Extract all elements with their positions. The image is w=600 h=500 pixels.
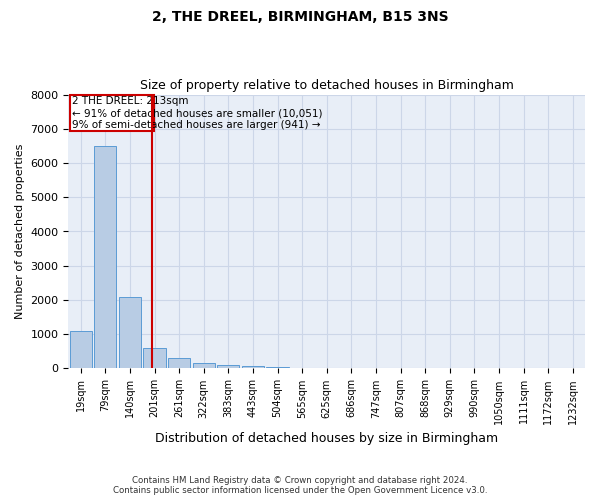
- Bar: [143, 348, 166, 368]
- Text: 9% of semi-detached houses are larger (941) →: 9% of semi-detached houses are larger (9…: [72, 120, 320, 130]
- Title: Size of property relative to detached houses in Birmingham: Size of property relative to detached ho…: [140, 79, 514, 92]
- X-axis label: Distribution of detached houses by size in Birmingham: Distribution of detached houses by size …: [155, 432, 498, 445]
- Bar: [266, 366, 289, 368]
- Text: 2 THE DREEL: 213sqm: 2 THE DREEL: 213sqm: [72, 96, 188, 106]
- Bar: [94, 146, 116, 368]
- Bar: [168, 358, 190, 368]
- FancyBboxPatch shape: [70, 94, 154, 130]
- Bar: [119, 296, 141, 368]
- Bar: [242, 366, 264, 368]
- Bar: [217, 365, 239, 368]
- Bar: [70, 331, 92, 368]
- Text: 2, THE DREEL, BIRMINGHAM, B15 3NS: 2, THE DREEL, BIRMINGHAM, B15 3NS: [152, 10, 448, 24]
- Text: ← 91% of detached houses are smaller (10,051): ← 91% of detached houses are smaller (10…: [72, 108, 323, 118]
- Text: Contains HM Land Registry data © Crown copyright and database right 2024.
Contai: Contains HM Land Registry data © Crown c…: [113, 476, 487, 495]
- Bar: [193, 362, 215, 368]
- Y-axis label: Number of detached properties: Number of detached properties: [15, 144, 25, 319]
